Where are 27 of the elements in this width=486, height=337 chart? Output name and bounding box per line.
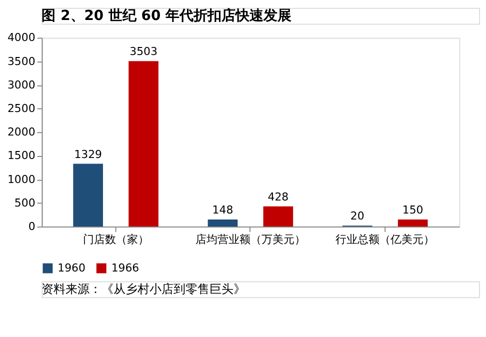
x-tick-label: 店均营业额（万美元） [195, 232, 306, 246]
text: 资料来源：《从乡村小店到零售巨头》 [42, 282, 246, 296]
bar [73, 164, 103, 227]
bar [128, 61, 158, 227]
y-tick-label: 1000 [7, 172, 36, 186]
data-label: 1329 [74, 148, 102, 161]
y-tick-label: 3500 [7, 54, 36, 68]
data-label: 148 [212, 204, 234, 217]
bar [208, 220, 238, 227]
y-tick-label: 2000 [7, 126, 36, 139]
y-tick-label: 1500 [7, 149, 36, 162]
data-label: 3503 [130, 45, 158, 58]
data-label: 20 [350, 210, 364, 223]
y-tick-label: 4000 [7, 31, 36, 44]
legend-label: 1966 [111, 261, 140, 274]
y-tick-label: 0 [28, 220, 36, 234]
y-tick-label: 3000 [7, 78, 36, 92]
chart-title: 图 2、20 世纪 60 年代折扣店快速发展 [42, 6, 292, 24]
bar [263, 206, 294, 227]
data-label: 150 [402, 204, 424, 216]
x-tick-label: 行业总额（亿美元） [336, 232, 435, 246]
y-tick-label: 500 [14, 196, 36, 210]
y-tick-label: 2500 [7, 102, 36, 115]
x-tick-label: 门店数（家） [82, 232, 149, 246]
data-label: 428 [268, 190, 289, 204]
bar [398, 219, 428, 227]
legend-label: 1960 [58, 261, 86, 274]
